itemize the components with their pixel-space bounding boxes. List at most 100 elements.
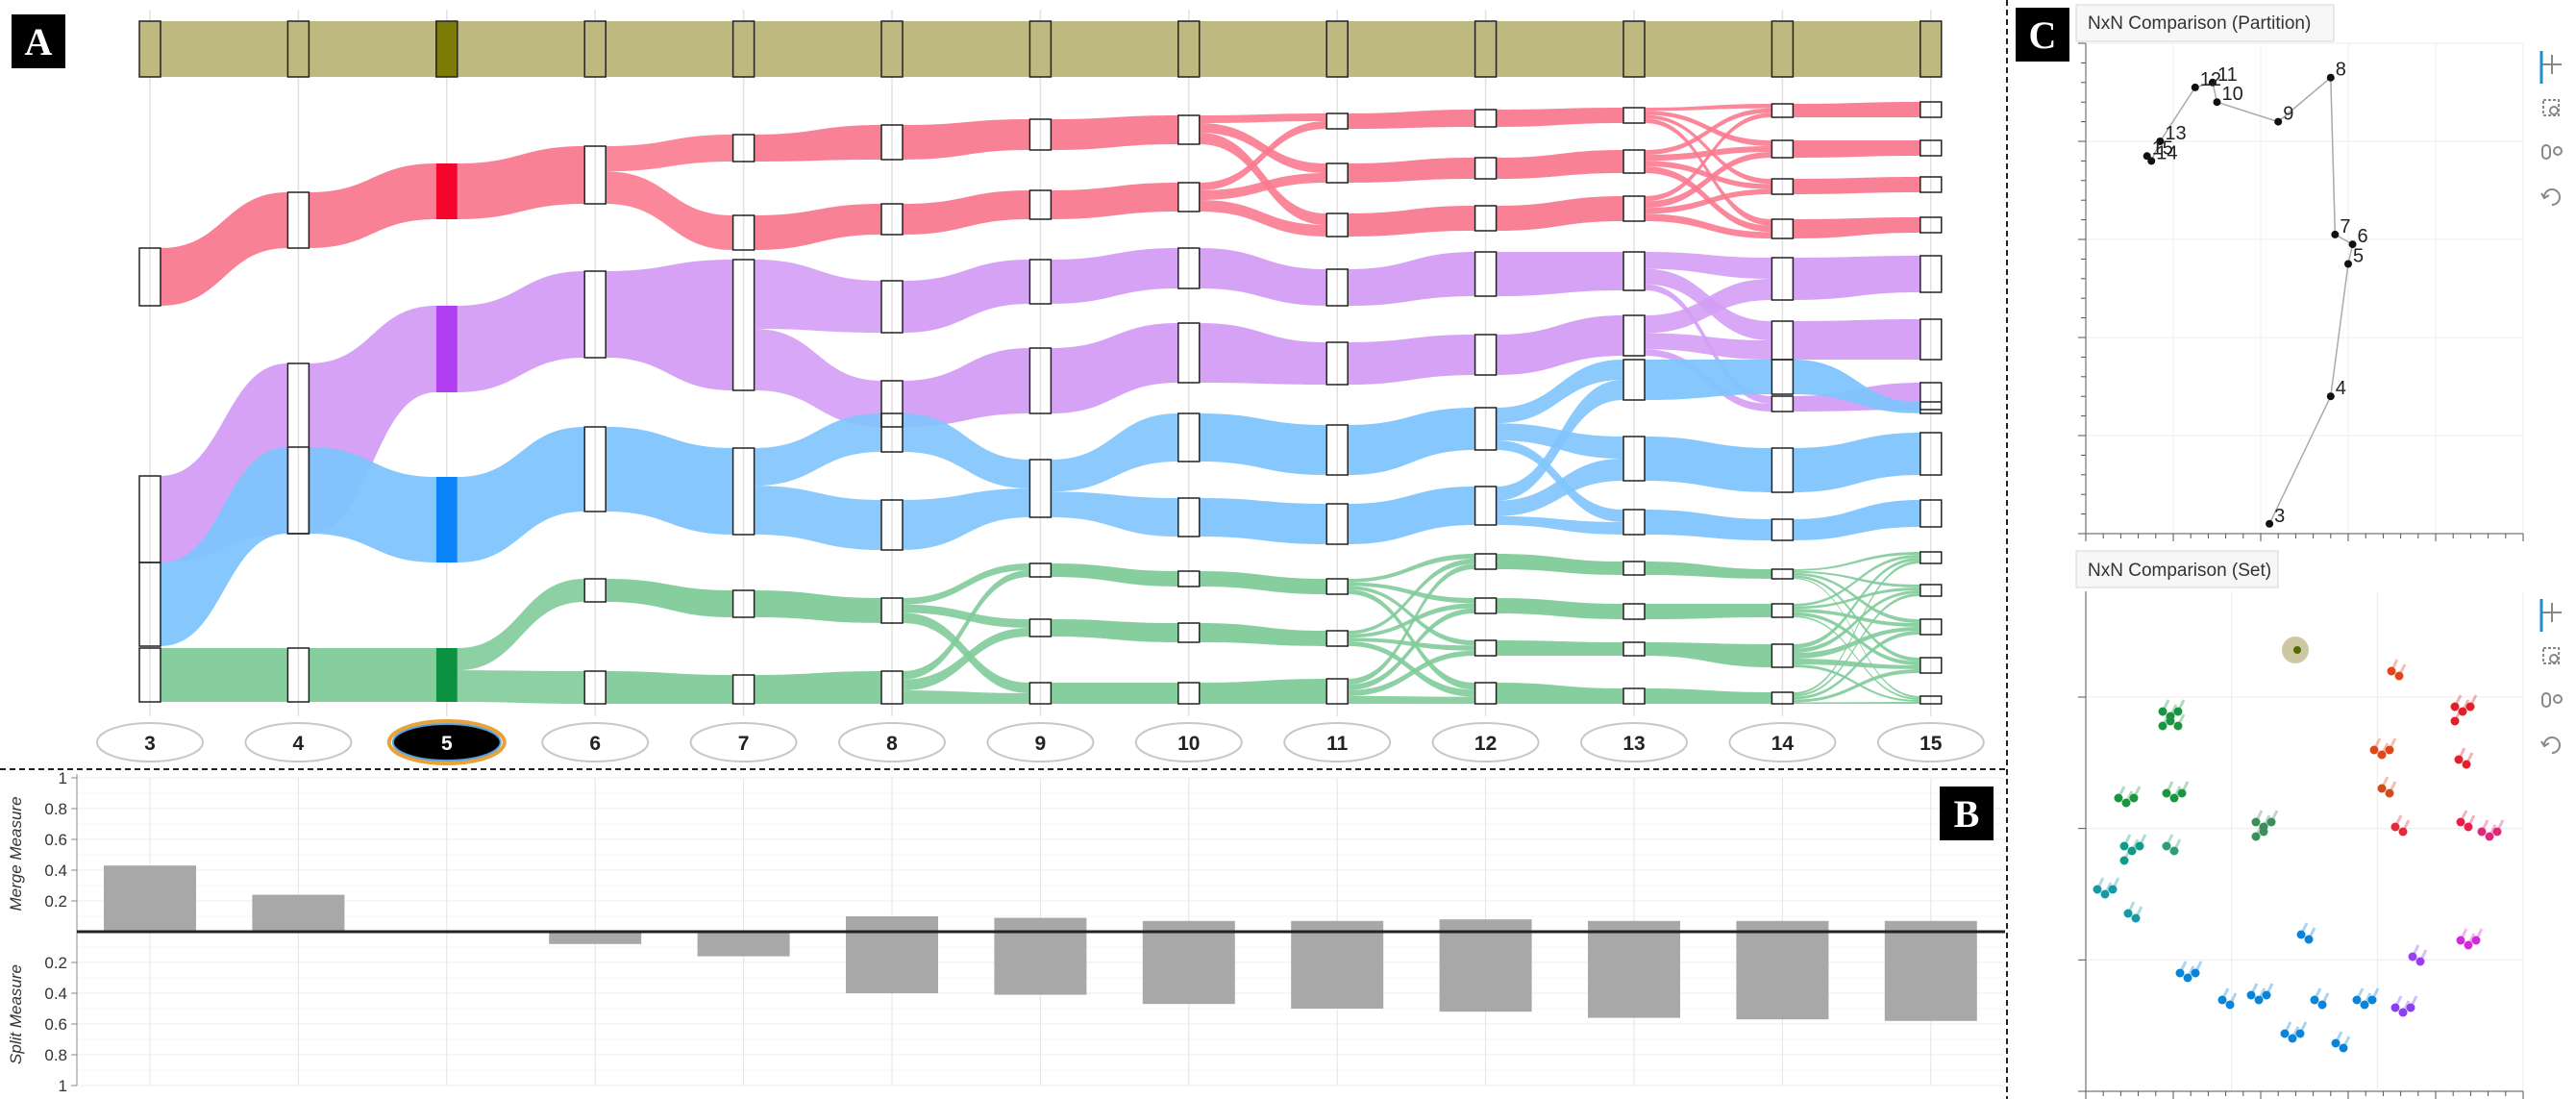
set-point bbox=[2162, 841, 2171, 851]
set-point bbox=[2162, 788, 2171, 798]
sankey-node-top-5 bbox=[435, 20, 458, 78]
flow-green-9-10-2 bbox=[1051, 683, 1178, 704]
set-box-zoom-icon[interactable] bbox=[2542, 647, 2560, 664]
sankey-node-purple-8-0 bbox=[880, 280, 904, 334]
sankey-node-purple-14-2 bbox=[1771, 395, 1795, 412]
flow-purple-9-10-1 bbox=[1051, 323, 1178, 413]
set-point bbox=[2408, 952, 2417, 962]
set-point bbox=[2131, 913, 2141, 923]
flow-red-4-5-0 bbox=[309, 163, 436, 248]
partition-box-zoom-icon[interactable] bbox=[2542, 99, 2560, 116]
sankey-node-purple-15-2 bbox=[1920, 382, 1943, 411]
set-point bbox=[2108, 885, 2118, 894]
sankey-node-green-15-2 bbox=[1920, 618, 1943, 636]
sankey-node-top-13 bbox=[1622, 20, 1646, 78]
flow-green-14-0-0 bbox=[1793, 552, 1920, 571]
flow-green-14-1-1 bbox=[1793, 587, 1920, 610]
sankey-node-red-10-0 bbox=[1177, 114, 1201, 145]
partition-point-4 bbox=[2326, 392, 2335, 401]
k-option-7[interactable]: 7 bbox=[689, 722, 798, 762]
set-tab[interactable] bbox=[2075, 550, 2279, 588]
flow-green-11-1-1 bbox=[1348, 603, 1475, 638]
k-option-10[interactable]: 10 bbox=[1134, 722, 1243, 762]
flow-blue-12-1-0 bbox=[1496, 380, 1623, 501]
set-reset-icon[interactable] bbox=[2540, 737, 2561, 754]
k-option-3[interactable]: 3 bbox=[96, 722, 204, 762]
partition-tab[interactable] bbox=[2075, 4, 2335, 42]
sankey-node-red-14-2 bbox=[1771, 178, 1795, 195]
sankey-node-top-15 bbox=[1920, 20, 1943, 78]
k-option-4[interactable]: 4 bbox=[244, 722, 353, 762]
k-option-14[interactable]: 14 bbox=[1728, 722, 1837, 762]
partition-point-13 bbox=[2156, 137, 2165, 145]
sankey-node-blue-14-0 bbox=[1771, 359, 1795, 395]
flow-green-6-7-1 bbox=[606, 671, 733, 704]
partition-point-8 bbox=[2326, 73, 2335, 82]
partition-reset-icon[interactable] bbox=[2540, 188, 2561, 206]
flow-blue-10-11-1 bbox=[1199, 498, 1327, 544]
reset-arc bbox=[2543, 188, 2561, 206]
flow-red-5-6-0 bbox=[457, 146, 585, 219]
k-option-13[interactable]: 13 bbox=[1580, 722, 1688, 762]
k-option-15[interactable]: 15 bbox=[1876, 722, 1985, 762]
set-wheel-zoom-icon[interactable] bbox=[2541, 692, 2563, 708]
flow-purple-7-0-1 bbox=[754, 329, 881, 427]
bar-ytick-label-bottom: 0.8 bbox=[44, 1046, 67, 1064]
flow-purple-8-9-1 bbox=[903, 348, 1030, 427]
wheel-zoom-lens bbox=[2553, 694, 2563, 704]
set-point bbox=[2135, 841, 2144, 851]
sankey-node-blue-6-0 bbox=[583, 426, 607, 512]
flow-blue-8-1-0 bbox=[903, 488, 1030, 550]
set-point bbox=[2310, 995, 2319, 1005]
partition-point-15 bbox=[2143, 152, 2151, 161]
flow-green-12-13-2 bbox=[1496, 640, 1623, 656]
partition-point-label-4: 4 bbox=[2336, 378, 2346, 399]
split-bar-12 bbox=[1439, 932, 1532, 1012]
set-point bbox=[2183, 973, 2192, 983]
k-option-5[interactable]: 5 bbox=[386, 719, 507, 765]
k-option-label: 7 bbox=[738, 733, 750, 755]
sankey-node-red-13-0 bbox=[1622, 107, 1646, 124]
set-point bbox=[2369, 745, 2379, 755]
set-point bbox=[2390, 1003, 2400, 1012]
flow-blue-11-12-1 bbox=[1348, 487, 1475, 544]
k-option-9[interactable]: 9 bbox=[986, 722, 1095, 762]
sankey-node-red-10-1 bbox=[1177, 182, 1201, 212]
flow-green-14-3-4 bbox=[1793, 702, 1920, 704]
bar-ytick-label-top: 0.2 bbox=[44, 892, 67, 911]
partition-point-label-13: 13 bbox=[2165, 123, 2186, 144]
set-point bbox=[2331, 1038, 2341, 1048]
set-pan-icon[interactable] bbox=[2542, 603, 2562, 622]
set-point bbox=[2477, 827, 2487, 837]
flow-red-14-15-1 bbox=[1793, 140, 1920, 158]
sankey-node-purple-11-1 bbox=[1325, 341, 1349, 386]
k-option-6[interactable]: 6 bbox=[541, 722, 650, 762]
flow-green-13-14-3 bbox=[1645, 688, 1772, 704]
flow-purple-11-12-1 bbox=[1348, 335, 1475, 385]
k-option-12[interactable]: 12 bbox=[1431, 722, 1540, 762]
set-point bbox=[2339, 1043, 2348, 1053]
flow-blue-13-14-2 bbox=[1645, 510, 1772, 540]
sankey-node-green-14-0 bbox=[1771, 568, 1795, 580]
merge-measure-label: Merge Measure bbox=[7, 796, 25, 911]
sankey-node-top-9 bbox=[1028, 20, 1053, 78]
sankey-node-blue-15-1 bbox=[1920, 432, 1943, 476]
flow-green-11-1-0 bbox=[1348, 559, 1475, 635]
k-option-label: 9 bbox=[1035, 733, 1047, 755]
k-option-11[interactable]: 11 bbox=[1283, 722, 1392, 762]
panel-a-letter: A bbox=[25, 20, 53, 63]
sankey-node-green-6-0 bbox=[583, 578, 607, 603]
flow-green-11-0-0 bbox=[1348, 554, 1475, 583]
sankey-panel: 3 4 5 6 7 8 9 10 11 12 13 14 15 A bbox=[12, 10, 1985, 765]
sankey-node-blue-3-0 bbox=[138, 562, 161, 647]
merge-bar-13 bbox=[1588, 920, 1680, 932]
partition-pan-icon[interactable] bbox=[2542, 55, 2562, 74]
sankey-node-green-8-1 bbox=[880, 670, 904, 705]
partition-wheel-zoom-icon[interactable] bbox=[2541, 144, 2563, 160]
panel-c-letter: C bbox=[2029, 13, 2057, 57]
sankey-node-green-15-1 bbox=[1920, 584, 1943, 597]
set-point bbox=[2266, 817, 2276, 827]
bar-ytick-label-top: 0.8 bbox=[44, 800, 67, 818]
k-option-8[interactable]: 8 bbox=[838, 722, 946, 762]
